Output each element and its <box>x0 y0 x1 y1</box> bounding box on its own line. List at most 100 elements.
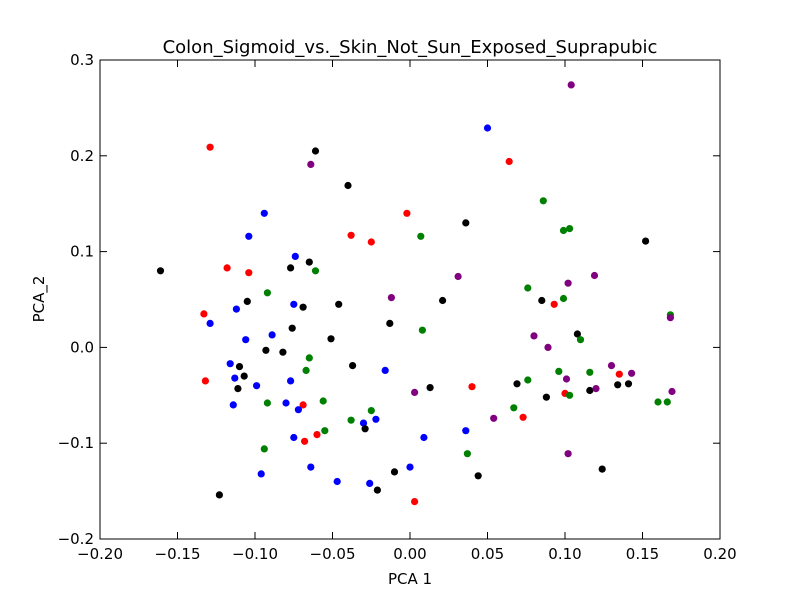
data-point <box>263 289 271 297</box>
data-point <box>366 479 374 487</box>
data-point <box>245 232 253 240</box>
data-point <box>307 160 315 168</box>
y-axis-label: PCA_2 <box>30 276 49 323</box>
data-point <box>349 362 357 370</box>
data-point <box>567 81 575 89</box>
data-point <box>262 346 270 354</box>
data-point <box>562 375 571 383</box>
tick-label: −0.05 <box>310 545 356 563</box>
data-point <box>559 294 568 303</box>
data-point <box>373 486 381 494</box>
data-point <box>668 387 676 396</box>
data-point <box>229 401 237 409</box>
data-point <box>260 209 268 217</box>
data-point <box>253 382 261 390</box>
data-point <box>305 258 313 266</box>
tick-label: −0.15 <box>155 545 201 563</box>
data-point <box>282 399 290 407</box>
axis-ticks: −0.20 −0.15 −0.10 −0.05 0.00 0.05 0.10 0.15 0.20… <box>58 51 737 563</box>
chart-title: Colon_Sigmoid_vs._Skin_Not_Sun_Exposed_S… <box>163 37 658 58</box>
data-point <box>538 296 546 305</box>
data-point <box>245 269 253 277</box>
data-point <box>347 231 355 239</box>
data-point <box>592 385 600 393</box>
data-point <box>386 319 394 327</box>
data-point <box>566 391 574 399</box>
data-point <box>403 209 411 217</box>
data-point <box>564 450 572 458</box>
data-point <box>279 348 287 356</box>
data-point <box>226 360 234 368</box>
data-point <box>242 336 250 344</box>
data-point <box>268 331 276 339</box>
data-point <box>586 368 594 376</box>
data-point <box>359 419 368 427</box>
data-point <box>333 477 341 486</box>
data-point <box>321 427 329 435</box>
tick-label: −0.2 <box>58 530 94 548</box>
data-point <box>573 330 582 338</box>
x-axis-label: PCA 1 <box>388 570 432 588</box>
tick-label: 0.05 <box>471 545 504 563</box>
data-point <box>439 296 447 305</box>
data-point <box>559 226 568 235</box>
data-point <box>462 219 470 227</box>
data-point <box>311 267 320 275</box>
data-point <box>290 300 298 308</box>
data-point <box>234 385 242 393</box>
data-point <box>313 431 321 439</box>
data-point <box>624 380 633 388</box>
data-point <box>367 238 375 246</box>
data-point <box>319 397 327 405</box>
data-point <box>206 143 214 151</box>
data-point <box>454 272 462 281</box>
data-point <box>510 404 518 412</box>
data-point <box>663 398 671 406</box>
data-point <box>201 377 209 385</box>
data-point <box>598 465 606 473</box>
data-point <box>361 425 369 433</box>
data-point <box>288 324 296 332</box>
data-point <box>555 367 563 375</box>
data-point <box>327 335 335 343</box>
data-point <box>654 398 662 406</box>
data-point <box>519 413 527 421</box>
tick-label: 0.20 <box>703 545 736 563</box>
tick-label: −0.10 <box>232 545 278 563</box>
data-point <box>232 305 240 313</box>
data-point <box>307 463 315 471</box>
data-point <box>223 264 231 272</box>
data-point <box>305 354 313 362</box>
data-point <box>513 380 521 388</box>
tick-label: 0.0 <box>70 338 94 356</box>
data-point <box>544 343 552 351</box>
data-point <box>462 427 470 435</box>
tick-label: −0.1 <box>58 434 94 452</box>
tick-label: 0.1 <box>70 243 94 261</box>
data-point <box>235 363 244 371</box>
data-point <box>426 384 434 392</box>
data-point <box>524 376 532 384</box>
data-point <box>301 437 309 445</box>
data-point <box>550 300 558 308</box>
tick-label: 0.2 <box>70 147 94 165</box>
tick-label: 0.3 <box>70 51 94 69</box>
data-point <box>566 225 574 233</box>
data-point <box>381 366 389 374</box>
data-point <box>302 366 310 374</box>
data-point <box>490 414 498 422</box>
tick-label: 0.00 <box>393 545 426 563</box>
data-point <box>615 370 623 378</box>
plot-frame <box>99 59 721 540</box>
data-point <box>390 468 399 476</box>
data-point <box>524 284 532 292</box>
data-point <box>666 314 675 322</box>
data-point <box>463 450 471 458</box>
data-point <box>156 267 165 275</box>
data-point <box>614 381 622 389</box>
data-point <box>291 252 299 260</box>
data-point <box>586 386 594 395</box>
data-point <box>590 271 599 280</box>
